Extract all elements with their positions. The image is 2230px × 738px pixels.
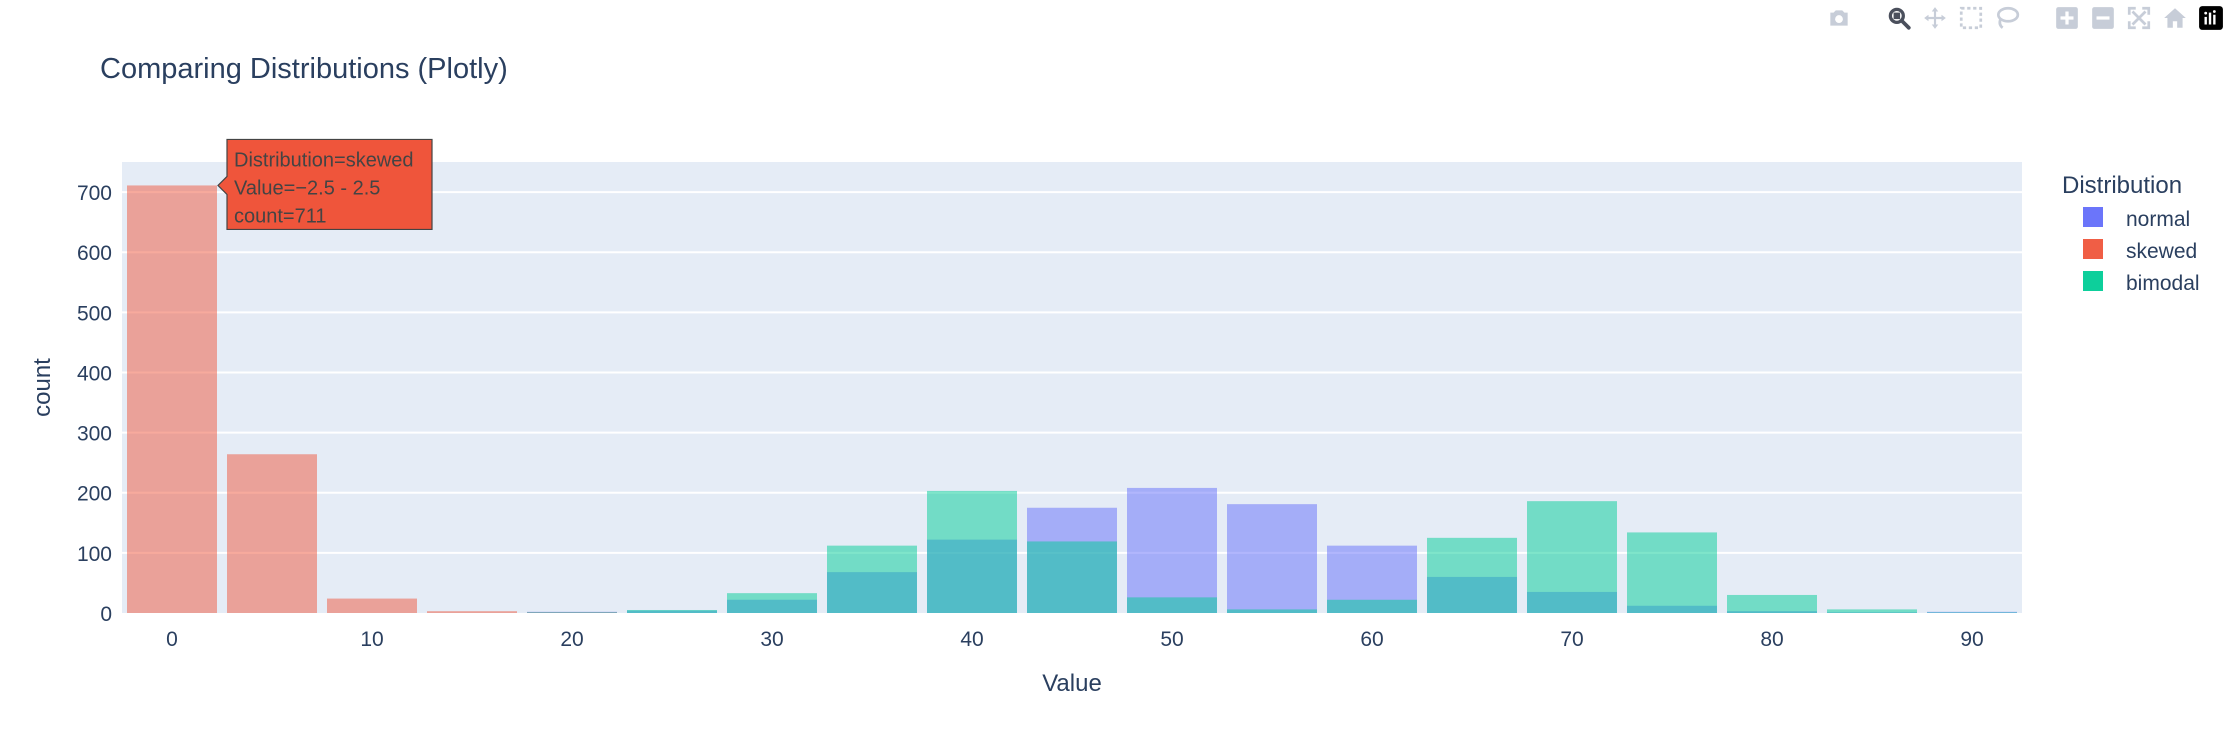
hover-tooltip: Distribution=skewed Value=−2.5 - 2.5 count… [217,138,433,231]
bar-bimodal[interactable] [1027,541,1117,613]
y-tick-label: 400 [77,362,112,385]
bar-bimodal[interactable] [527,612,617,613]
legend-label: bimodal [2126,272,2200,295]
bar-bimodal[interactable] [1127,597,1217,613]
legend-label: normal [2126,208,2190,231]
legend-swatch [2083,271,2103,291]
y-axis-label: count [29,358,56,417]
y-tick-label: 100 [77,543,112,566]
legend-swatch [2083,239,2103,259]
series-skewed [127,185,617,613]
bar-normal[interactable] [1127,487,1217,613]
camera-icon[interactable] [1824,3,1854,33]
modebar [1824,2,2226,34]
gridlines [122,191,2022,554]
plotly-logo-icon[interactable] [2196,3,2226,33]
bar-bimodal[interactable] [827,545,917,613]
y-tick-label: 600 [77,242,112,265]
legend-swatch [2083,207,2103,227]
autoscale-icon[interactable] [2124,3,2154,33]
x-tick-label: 40 [960,628,983,651]
zoom-out-icon[interactable] [2088,3,2118,33]
x-tick-label: 60 [1360,628,1383,651]
y-tick-label: 200 [77,483,112,506]
x-tick-label: 90 [1960,628,1983,651]
x-axis-label: Value [1042,670,1102,697]
bar-skewed[interactable] [227,454,317,613]
pan-icon[interactable] [1920,3,1950,33]
bar-bimodal[interactable] [1727,594,1817,613]
legend: Distribution normal skewed bimodal [2062,172,2200,295]
bar-bimodal[interactable] [1927,612,2017,613]
box-select-icon[interactable] [1956,3,1986,33]
bar-bimodal[interactable] [1527,501,1617,613]
y-tick-label: 700 [77,182,112,205]
reset-axes-icon[interactable] [2160,3,2190,33]
bar-bimodal[interactable] [727,593,817,613]
x-tick-label: 80 [1760,628,1783,651]
legend-label: skewed [2126,240,2197,263]
legend-title: Distribution [2062,172,2182,199]
x-tick-label: 10 [360,628,383,651]
zoom-icon[interactable] [1884,3,1914,33]
legend-item-bimodal[interactable]: bimodal [2083,271,2200,295]
bar-bimodal[interactable] [1627,532,1717,613]
tooltip-line: count=711 [234,205,327,227]
bar-bimodal[interactable] [1827,609,1917,613]
bar-bimodal[interactable] [627,609,717,613]
x-tick-label: 50 [1160,628,1183,651]
y-tick-label: 500 [77,302,112,325]
bar-bimodal[interactable] [1327,599,1417,613]
bar-skewed[interactable] [427,611,517,613]
y-tick-label: 0 [100,603,112,626]
bars [127,185,2017,613]
bar-skewed[interactable] [327,598,417,613]
chart-title: Comparing Distributions (Plotly) [100,53,508,85]
bar-bimodal[interactable] [1427,537,1517,613]
x-tick-label: 30 [760,628,783,651]
y-tick-labels: 0 100 200 300 400 500 600 700 [77,182,112,626]
series-bimodal [527,490,2017,613]
x-tick-label: 0 [166,628,178,651]
bar-bimodal[interactable] [927,490,1017,613]
bar-normal[interactable] [1227,504,1317,613]
tooltip-line: Value=−2.5 - 2.5 [234,177,380,199]
x-tick-label: 20 [560,628,583,651]
tooltip-line: Distribution=skewed [234,149,414,171]
bar-bimodal[interactable] [1227,609,1317,613]
x-tick-labels: 0 10 20 30 40 50 60 70 80 90 [166,628,1984,651]
y-tick-label: 300 [77,423,112,446]
lasso-icon[interactable] [1992,3,2022,33]
tooltip-box [217,138,433,231]
legend-item-normal[interactable]: normal [2083,207,2190,231]
legend-item-skewed[interactable]: skewed [2083,239,2197,263]
zoom-in-icon[interactable] [2052,3,2082,33]
bar-skewed[interactable] [127,185,217,613]
x-tick-label: 70 [1560,628,1583,651]
